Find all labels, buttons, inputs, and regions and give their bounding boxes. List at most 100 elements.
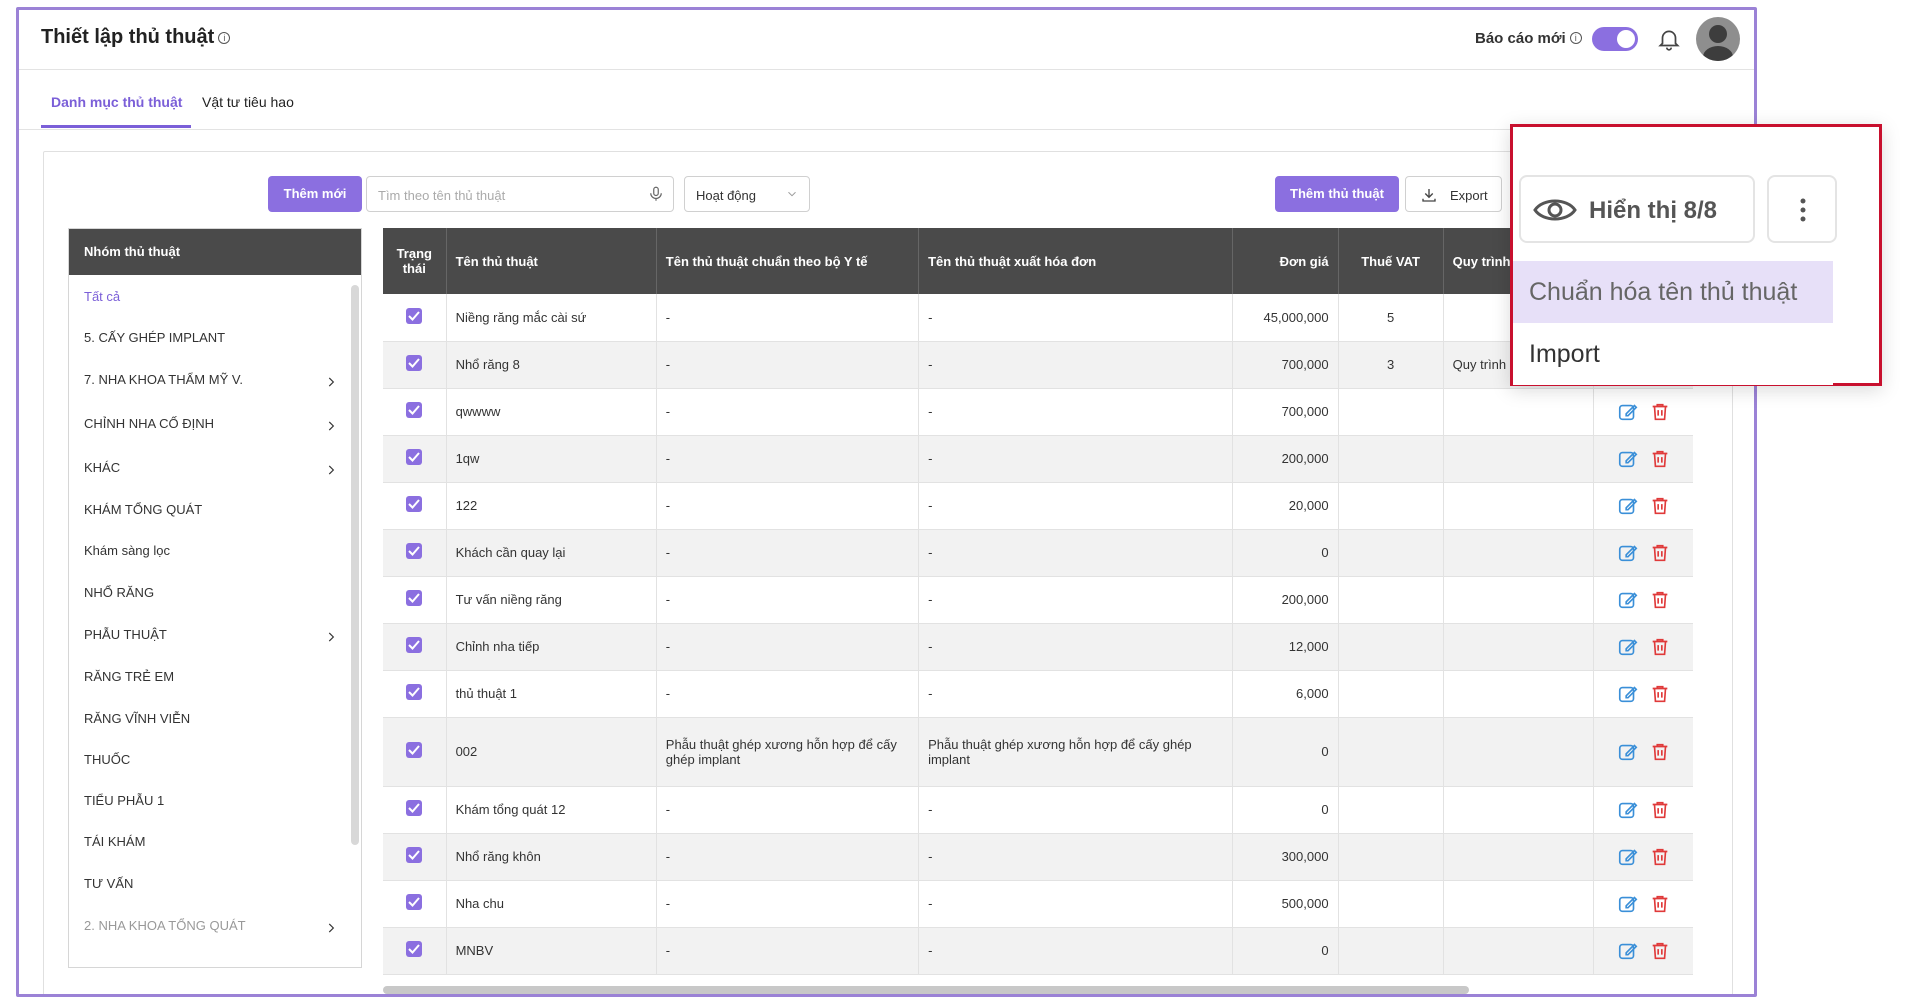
table-row[interactable]: 1qw - -200,000 (383, 435, 1693, 483)
edit-icon[interactable] (1617, 846, 1639, 868)
tab-procedure-catalog[interactable]: Danh mục thủ thuật (51, 94, 183, 110)
group-item[interactable]: RĂNG VĨNH VIỄN (84, 711, 191, 726)
edit-icon[interactable] (1617, 893, 1639, 915)
status-checkbox[interactable] (406, 355, 423, 371)
new-report-toggle[interactable] (1592, 27, 1638, 51)
status-checkbox[interactable] (406, 742, 423, 758)
table-row[interactable]: thủ thuật 1- -6,000 (383, 670, 1693, 718)
table-row[interactable]: Nhổ răng 8- -700,000 3 Quy trình n (383, 341, 1693, 389)
delete-icon[interactable] (1649, 636, 1671, 658)
microphone-icon[interactable] (647, 185, 665, 203)
status-checkbox[interactable] (406, 941, 423, 957)
export-button[interactable]: Export (1405, 176, 1502, 212)
status-checkbox[interactable] (406, 637, 423, 653)
group-item[interactable]: KHÁC (84, 460, 121, 475)
chevron-right-icon[interactable] (324, 630, 338, 644)
group-item[interactable]: Khám sàng lọc (84, 543, 170, 558)
table-row[interactable]: 002 Phẫu thuật ghép xương hỗn hợp để cấy … (383, 717, 1693, 787)
more-options-button[interactable] (1767, 175, 1837, 243)
chevron-right-icon[interactable] (324, 921, 338, 935)
col-price[interactable]: Đơn giá (1232, 228, 1339, 294)
column-visibility-button[interactable]: Hiển thị 8/8 (1519, 175, 1755, 243)
table-row[interactable]: Nhổ răng khôn - -300,000 (383, 833, 1693, 881)
table-row[interactable]: Nha chu - -500,000 (383, 880, 1693, 928)
group-item[interactable]: 5. CẤY GHÉP IMPLANT (84, 330, 226, 345)
col-vat[interactable]: Thuế VAT (1338, 228, 1444, 294)
edit-icon[interactable] (1617, 741, 1639, 763)
avatar[interactable] (1696, 17, 1740, 61)
status-checkbox[interactable] (406, 684, 423, 700)
group-item[interactable]: CHỈNH NHA CỐ ĐỊNH (84, 416, 215, 431)
status-checkbox[interactable] (406, 402, 423, 418)
group-item[interactable]: 7. NHA KHOA THẨM MỸ V. (84, 372, 243, 387)
delete-icon[interactable] (1649, 846, 1671, 868)
add-new-group-button[interactable]: Thêm mới (268, 176, 362, 212)
menu-item-normalize-names[interactable]: Chuẩn hóa tên thủ thuật (1513, 261, 1833, 323)
delete-icon[interactable] (1649, 589, 1671, 611)
edit-icon[interactable] (1617, 448, 1639, 470)
edit-icon[interactable] (1617, 799, 1639, 821)
edit-icon[interactable] (1617, 940, 1639, 962)
edit-icon[interactable] (1617, 401, 1639, 423)
col-standard-name[interactable]: Tên thủ thuật chuẩn theo bộ Y tế (656, 228, 920, 294)
group-panel-scrollbar[interactable] (351, 285, 359, 845)
group-item[interactable]: RĂNG TRẺ EM (84, 669, 175, 684)
table-row[interactable]: Khách cần quay lại - -0 (383, 529, 1693, 577)
edit-icon[interactable] (1617, 683, 1639, 705)
tab-consumables[interactable]: Vật tư tiêu hao (202, 94, 294, 110)
group-item[interactable]: NHỔ RĂNG (84, 585, 155, 600)
delete-icon[interactable] (1649, 799, 1671, 821)
status-select[interactable]: Hoạt động (684, 176, 810, 212)
table-row[interactable]: qwwww - -700,000 (383, 388, 1693, 436)
edit-icon[interactable] (1617, 542, 1639, 564)
table-horizontal-scrollbar[interactable] (383, 986, 1469, 994)
add-procedure-button[interactable]: Thêm thủ thuật (1275, 176, 1399, 212)
table-row[interactable]: Khám tổng quát 12- -0 (383, 786, 1693, 834)
status-checkbox[interactable] (406, 496, 423, 512)
table-row[interactable]: Tư vấn niềng răng - -200,000 (383, 576, 1693, 624)
delete-icon[interactable] (1649, 683, 1671, 705)
status-checkbox[interactable] (406, 449, 423, 465)
delete-icon[interactable] (1649, 893, 1671, 915)
status-checkbox[interactable] (406, 590, 423, 606)
status-checkbox[interactable] (406, 543, 423, 559)
delete-icon[interactable] (1649, 741, 1671, 763)
search-input[interactable]: Tìm theo tên thủ thuật (366, 176, 674, 212)
status-checkbox[interactable] (406, 894, 423, 910)
delete-icon[interactable] (1649, 448, 1671, 470)
menu-item-import[interactable]: Import (1513, 323, 1833, 385)
delete-icon[interactable] (1649, 542, 1671, 564)
group-item[interactable]: KHÁM TỔNG QUÁT (84, 502, 203, 517)
bell-icon[interactable] (1656, 26, 1682, 52)
status-checkbox[interactable] (406, 307, 423, 324)
group-item[interactable]: TIỂU PHẪU 1 (84, 793, 165, 808)
table-row[interactable]: MNBV - -0 (383, 927, 1693, 975)
chevron-right-icon[interactable] (324, 375, 338, 389)
group-item[interactable]: Tất cả (84, 289, 121, 304)
chevron-right-icon[interactable] (324, 419, 338, 433)
col-status[interactable]: Trạng thái (383, 228, 447, 294)
group-item[interactable]: TƯ VẤN (84, 876, 134, 891)
group-item[interactable]: 2. NHA KHOA TỔNG QUÁT (84, 918, 246, 933)
delete-icon[interactable] (1649, 401, 1671, 423)
group-item[interactable]: THUỐC (84, 752, 131, 767)
table-row[interactable]: Niềng răng mắc cài sứ - -45,000,000 5 (383, 294, 1693, 342)
table-row[interactable]: 122- -20,000 (383, 482, 1693, 530)
price-cell: 700,000 (1232, 388, 1339, 436)
col-name[interactable]: Tên thủ thuật (446, 228, 657, 294)
edit-icon[interactable] (1617, 636, 1639, 658)
status-checkbox[interactable] (406, 800, 423, 816)
name-cell: Nha chu (446, 880, 657, 928)
group-item[interactable]: PHẪU THUẬT (84, 627, 167, 642)
delete-icon[interactable] (1649, 940, 1671, 962)
info-icon[interactable]: i (218, 32, 231, 44)
status-checkbox[interactable] (406, 847, 423, 863)
group-item[interactable]: TÁI KHÁM (84, 834, 146, 849)
chevron-right-icon[interactable] (324, 463, 338, 477)
delete-icon[interactable] (1649, 495, 1671, 517)
table-row[interactable]: Chỉnh nha tiếp - -12,000 (383, 623, 1693, 671)
info-icon[interactable]: i (1569, 32, 1582, 44)
edit-icon[interactable] (1617, 495, 1639, 517)
edit-icon[interactable] (1617, 589, 1639, 611)
col-invoice-name[interactable]: Tên thủ thuật xuất hóa đơn (918, 228, 1234, 294)
